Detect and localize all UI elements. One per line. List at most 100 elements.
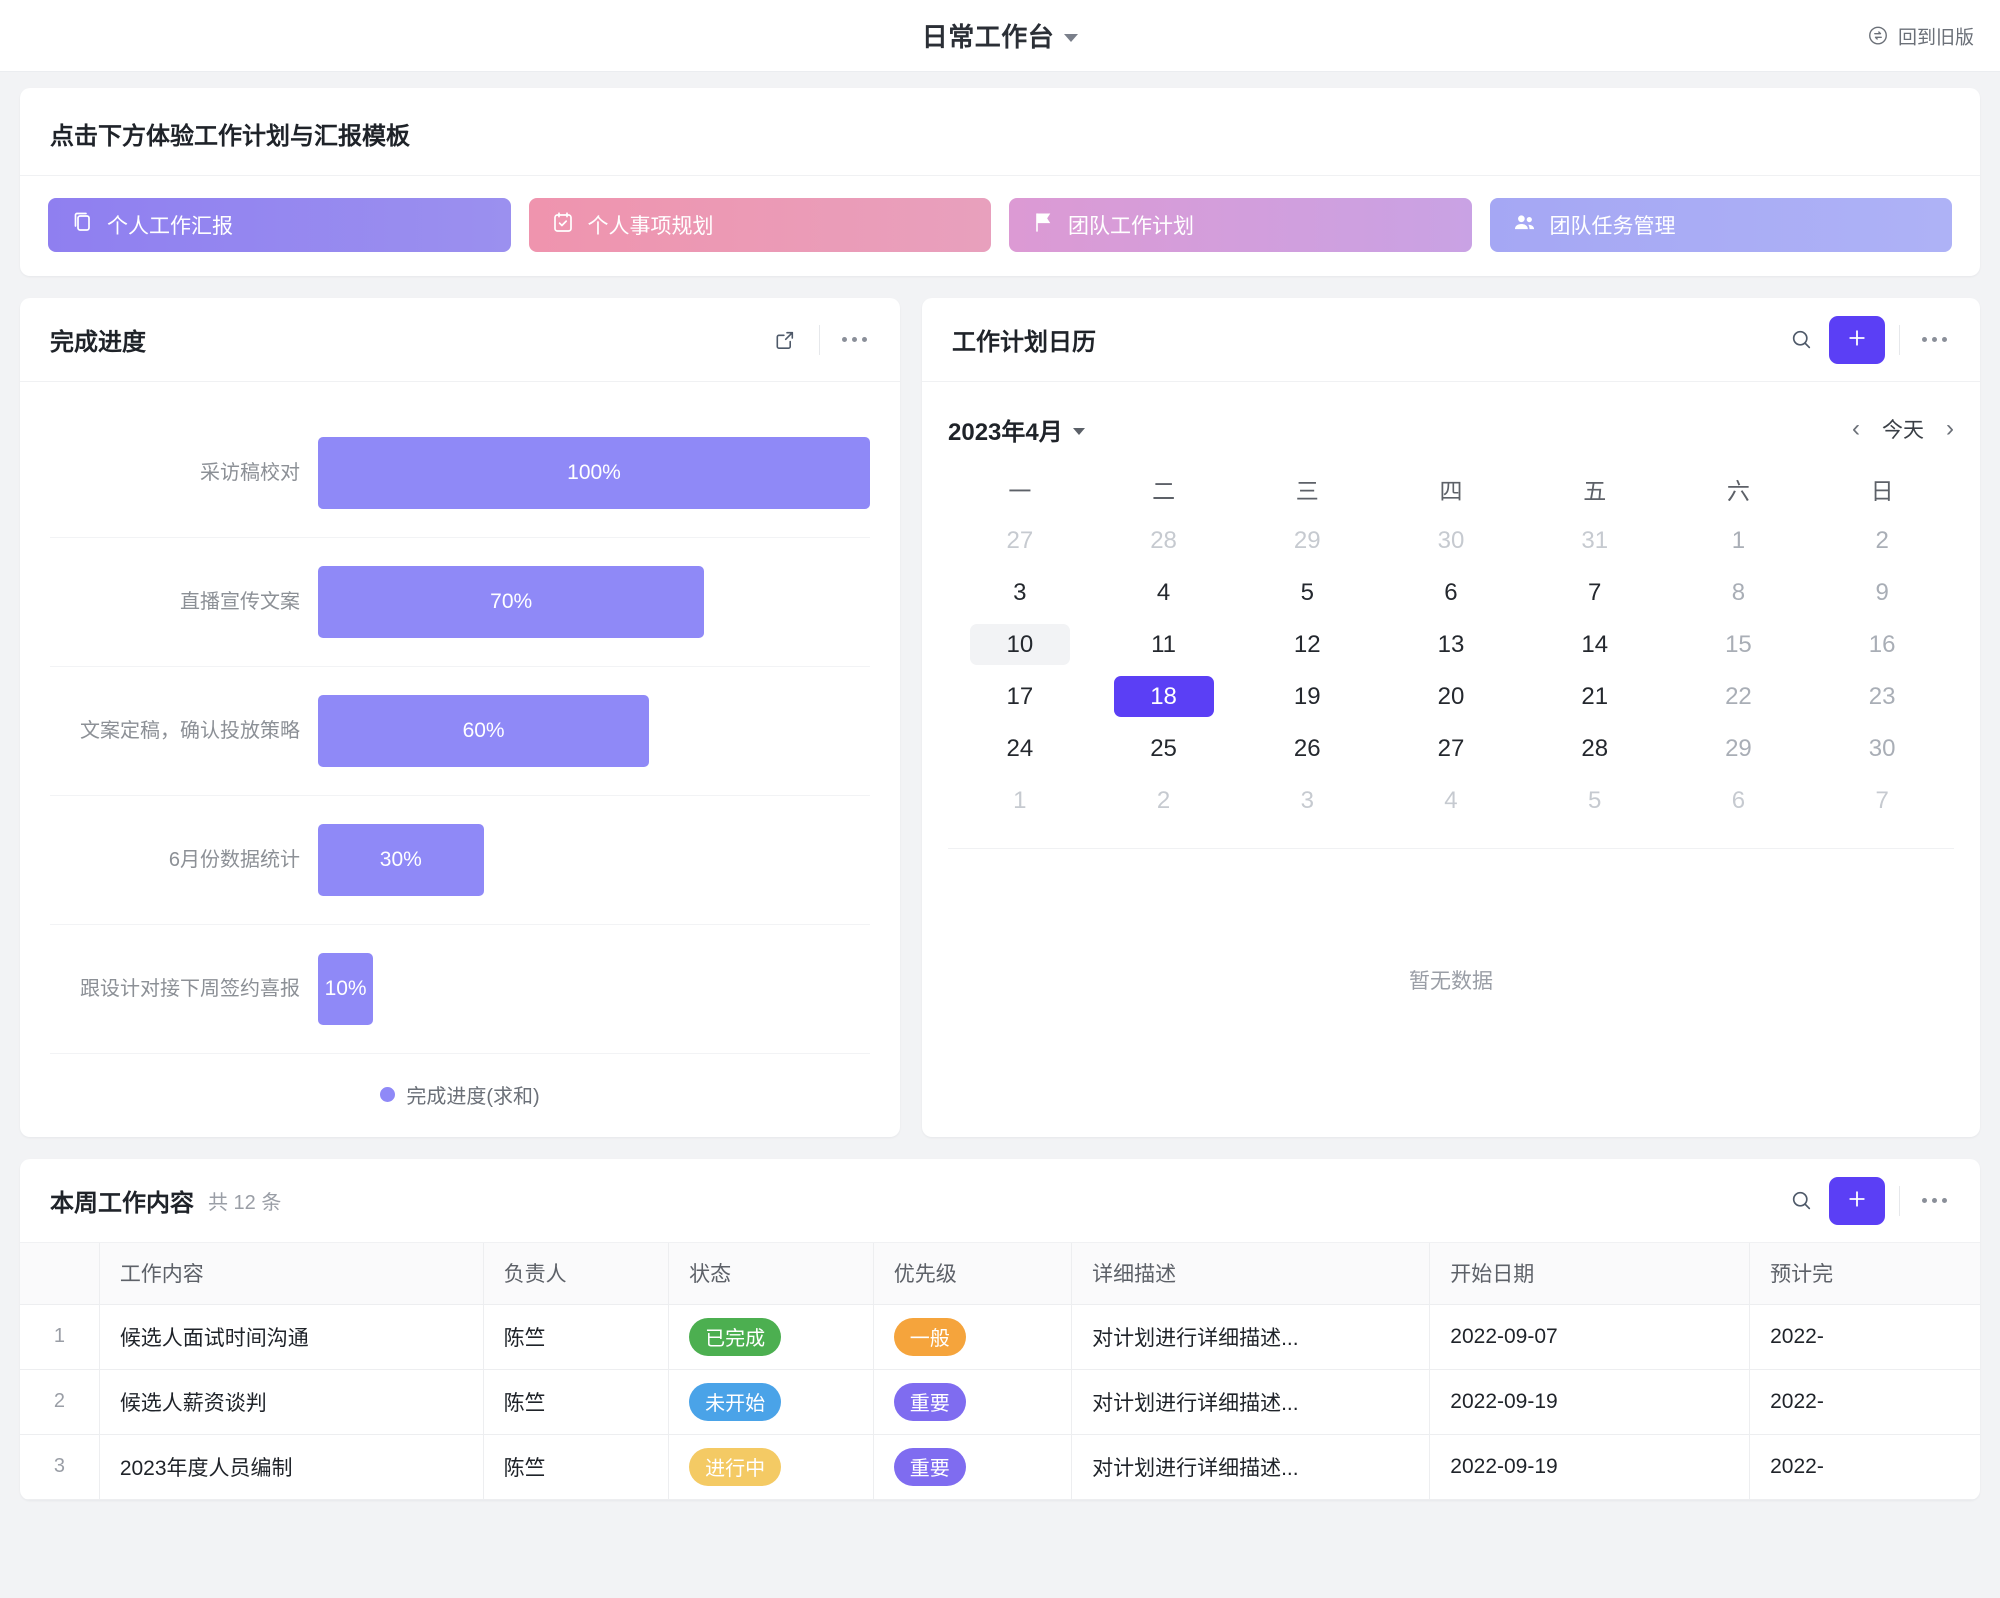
calendar-day[interactable]: 28 [1581,734,1609,762]
calendar-day[interactable]: 7 [1588,578,1602,606]
calendar-day[interactable]: 31 [1581,526,1609,554]
chevron-down-icon [1072,427,1085,435]
table-row[interactable]: 1 候选人面试时间沟通 陈竺 已完成 一般 对计划进行详细描述... 2022-09-07 2… [20,1304,1980,1370]
table-column-header[interactable]: 详细描述 [1071,1243,1431,1305]
toolbar-divider [819,324,820,355]
calendar-cell-wrapper: 7 [1810,780,1954,821]
calendar-day[interactable]: 4 [1444,786,1458,814]
calendar-day[interactable]: 11 [1151,630,1177,658]
progress-card-header: 完成进度 [20,298,900,382]
calendar-day[interactable]: 19 [1293,682,1321,710]
calendar-day[interactable]: 14 [1581,630,1609,658]
calendar-day[interactable]: 2 [1156,786,1171,814]
search-icon[interactable] [1781,320,1821,360]
table-column-header[interactable]: 开始日期 [1429,1243,1751,1305]
back-to-legacy-button[interactable]: 回到旧版 [1867,22,1974,49]
calendar-month-picker[interactable]: 2023年4月 [948,412,1085,447]
bar-segment[interactable]: 100% [318,436,870,509]
table-column-header[interactable]: 状态 [668,1243,874,1305]
calendar-day-selected[interactable]: 18 [1113,676,1214,717]
week-tasks-card: 本周工作内容 共 12 条 [20,1159,1980,1500]
calendar-day[interactable]: 17 [1006,682,1034,710]
add-task-button[interactable] [1829,1176,1885,1225]
calendar-cell-wrapper: 30 [1379,520,1523,561]
week-tasks-table-scroll[interactable]: 工作内容 负责人 状态 优先级 详细描述 开始日期 预计完 1 候选人面试时间沟通 陈竺 已完成一… [20,1243,1980,1500]
table-row[interactable]: 3 2023年度人员编制 陈竺 进行中 重要 对计划进行详细描述... 2022-09-19… [20,1434,1980,1500]
calendar-day[interactable]: 2 [1875,526,1889,554]
calendar-day[interactable]: 1 [1013,786,1027,814]
table-column-header[interactable]: 预计完 [1749,1243,1980,1305]
calendar-cell-wrapper: 8 [1667,572,1811,613]
table-header: 工作内容 负责人 状态 优先级 详细描述 开始日期 预计完 [20,1243,1980,1305]
calendar-day[interactable]: 30 [1437,526,1465,554]
calendar-day[interactable]: 23 [1868,682,1896,710]
chevron-left-icon[interactable]: ‹ [1852,415,1860,442]
external-link-icon[interactable] [765,320,805,360]
week-tasks-title: 本周工作内容 [50,1190,194,1217]
calendar-day[interactable]: 3 [1300,786,1314,814]
calendar-day[interactable]: 21 [1581,682,1609,710]
bar-track: 100% [318,408,870,537]
calendar-today-button[interactable]: 今天 [1882,419,1924,442]
calendar-day[interactable]: 10 [969,624,1070,665]
cell-status: 进行中 [668,1434,874,1500]
calendar-cell-wrapper: 6 [1667,780,1811,821]
bar-segment[interactable]: 30% [318,824,484,896]
more-horizontal-icon[interactable] [1914,1181,1954,1221]
calendar-day[interactable]: 22 [1725,682,1752,710]
table-header-row: 工作内容 负责人 状态 优先级 详细描述 开始日期 预计完 [20,1243,1980,1305]
calendar-day[interactable]: 24 [1006,734,1034,762]
calendar-day[interactable]: 4 [1156,578,1171,606]
week-tasks-table: 工作内容 负责人 状态 优先级 详细描述 开始日期 预计完 1 候选人面试时间沟通 陈竺 已完成一… [20,1243,1980,1500]
template-button-team-plan[interactable]: 团队工作计划 [1009,198,1472,252]
calendar-day[interactable]: 6 [1731,786,1746,814]
calendar-day[interactable]: 5 [1588,786,1602,814]
search-icon[interactable] [1781,1181,1821,1221]
calendar-day[interactable]: 27 [1437,734,1465,762]
table-column-header[interactable]: 负责人 [483,1243,670,1305]
calendar-day[interactable]: 13 [1437,630,1465,658]
bar-chart-row: 6月份数据统计 30% [50,795,870,924]
template-button-personal-report[interactable]: 个人工作汇报 [48,198,511,252]
calendar-day[interactable]: 5 [1300,578,1314,606]
table-row[interactable]: 2 候选人薪资谈判 陈竺 未开始 重要 对计划进行详细描述... 2022-09-19 202… [20,1369,1980,1435]
template-button-label: 个人事项规划 [587,215,714,238]
bar-segment[interactable]: 70% [318,566,705,638]
calendar-cell-wrapper: 28 [1092,520,1236,561]
table-column-header[interactable]: 工作内容 [99,1243,484,1305]
calendar-day[interactable]: 15 [1725,630,1752,658]
more-horizontal-icon[interactable] [834,320,874,360]
calendar-day[interactable]: 6 [1444,578,1458,606]
calendar-day[interactable]: 3 [1013,578,1027,606]
bar-segment[interactable]: 60% [318,695,650,767]
calendar-day[interactable]: 8 [1731,578,1746,606]
template-button-personal-plan[interactable]: 个人事项规划 [528,198,991,252]
calendar-day[interactable]: 26 [1293,734,1321,762]
calendar-day[interactable]: 29 [1725,734,1752,762]
add-event-button[interactable] [1829,315,1885,364]
calendar-day[interactable]: 12 [1293,630,1321,658]
more-horizontal-icon[interactable] [1914,320,1954,360]
chevron-right-icon[interactable]: › [1946,415,1954,442]
calendar-day[interactable]: 20 [1437,682,1465,710]
calendar-day[interactable]: 1 [1731,526,1746,554]
calendar-cell-wrapper: 15 [1667,624,1811,665]
calendar-day[interactable]: 25 [1150,734,1177,762]
calendar-day[interactable]: 9 [1875,578,1889,606]
calendar-day[interactable]: 16 [1868,630,1896,658]
bar-segment[interactable]: 10% [318,953,374,1025]
calendar-day[interactable]: 27 [1006,526,1034,554]
table-column-header[interactable] [20,1243,100,1305]
copy-icon [70,210,94,240]
calendar-day[interactable]: 28 [1150,526,1177,554]
workspace-title-dropdown[interactable]: 日常工作台 [922,17,1079,54]
table-column-header[interactable]: 优先级 [873,1243,1073,1305]
calendar-weekday: 一 [1008,478,1032,504]
calendar-day[interactable]: 29 [1293,526,1321,554]
plus-icon [1845,1187,1869,1214]
calendar-day[interactable]: 7 [1875,786,1889,814]
template-button-team-tasks[interactable]: 团队任务管理 [1489,198,1952,252]
calendar-cell-wrapper: 21 [1523,676,1667,717]
progress-card-title: 完成进度 [50,329,146,356]
calendar-day[interactable]: 30 [1868,734,1896,762]
